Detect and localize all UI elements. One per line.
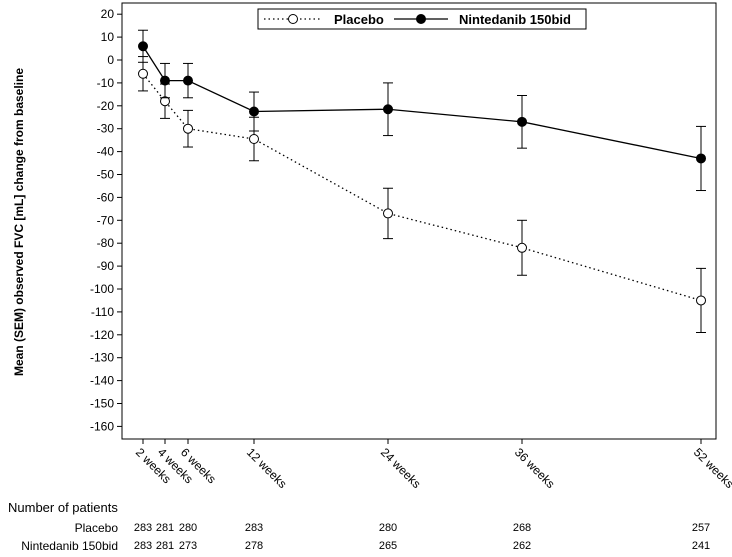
data-point — [696, 295, 706, 306]
data-point — [249, 134, 259, 145]
x-tick-label: 12 weeks — [244, 445, 290, 491]
patient-count: 281 — [155, 522, 175, 534]
series-line — [142, 73, 702, 302]
y-tick-label: -70 — [97, 213, 115, 227]
data-point — [383, 208, 393, 219]
y-tick-label: -20 — [97, 99, 115, 113]
y-tick-label: -120 — [90, 328, 114, 342]
legend-label: Placebo — [334, 12, 384, 27]
patient-count: 241 — [691, 540, 711, 552]
y-axis-title: Mean (SEM) observed FVC [mL] change from… — [12, 67, 26, 377]
data-point — [183, 123, 193, 134]
legend-marker — [416, 14, 426, 24]
y-tick-label: -100 — [90, 282, 114, 296]
patient-count: 281 — [155, 540, 175, 552]
y-tick-label: -90 — [97, 259, 115, 273]
x-tick-label: 24 weeks — [378, 445, 424, 491]
patient-count: 283 — [133, 522, 153, 534]
patient-count: 280 — [178, 522, 198, 534]
patient-count: 280 — [378, 522, 398, 534]
series-layer — [138, 29, 706, 334]
patient-count: 283 — [133, 540, 153, 552]
y-axis: 20 10 0 -10 -20 -30 -40 -50 -60 -70 -80 -90 -100 -110… — [90, 7, 122, 433]
y-tick-label: -60 — [97, 190, 115, 204]
x-tick-label: 52 weeks — [691, 445, 732, 491]
y-tick-label: -40 — [97, 145, 115, 159]
data-point — [696, 153, 706, 164]
data-point — [383, 104, 393, 115]
data-point — [138, 41, 148, 52]
patient-count: 268 — [512, 522, 532, 534]
y-tick-label: -80 — [97, 236, 115, 250]
series-line — [142, 45, 702, 160]
legend-marker — [288, 14, 298, 24]
data-point — [183, 75, 193, 86]
y-tick-label: -150 — [90, 397, 114, 411]
legend: Placebo Nintedanib 150bid — [257, 8, 587, 30]
legend-label: Nintedanib 150bid — [459, 12, 571, 27]
patient-count: 257 — [691, 522, 711, 534]
y-tick-label: -160 — [90, 419, 114, 433]
patient-count: 283 — [244, 522, 264, 534]
data-point — [138, 68, 148, 79]
series-placebo — [138, 56, 706, 334]
patients-table-title: Number of patients — [8, 500, 118, 515]
y-tick-label: 20 — [101, 7, 115, 21]
patient-count: 265 — [378, 540, 398, 552]
data-point — [160, 75, 170, 86]
data-point — [517, 242, 527, 253]
patients-row-label: Nintedanib 150bid — [21, 539, 118, 553]
y-tick-label: -140 — [90, 374, 114, 388]
data-point — [517, 116, 527, 127]
y-tick-label: -110 — [91, 305, 114, 319]
y-tick-label: -10 — [97, 76, 115, 90]
x-tick-label: 36 weeks — [512, 445, 558, 491]
patient-count: 273 — [178, 540, 198, 552]
data-point — [249, 106, 259, 117]
y-tick-label: -30 — [97, 122, 115, 136]
y-axis-title-area: Mean (SEM) observed FVC [mL] change from… — [0, 0, 40, 440]
y-tick-label: -50 — [97, 168, 115, 182]
series-nintedanib — [138, 29, 706, 192]
patient-count: 262 — [512, 540, 532, 552]
y-tick-label: 0 — [107, 53, 114, 67]
patient-count: 278 — [244, 540, 264, 552]
patients-row-label: Placebo — [74, 521, 118, 535]
plot-frame — [121, 2, 717, 440]
y-tick-label: -130 — [90, 351, 114, 365]
y-tick-label: 10 — [101, 30, 115, 44]
